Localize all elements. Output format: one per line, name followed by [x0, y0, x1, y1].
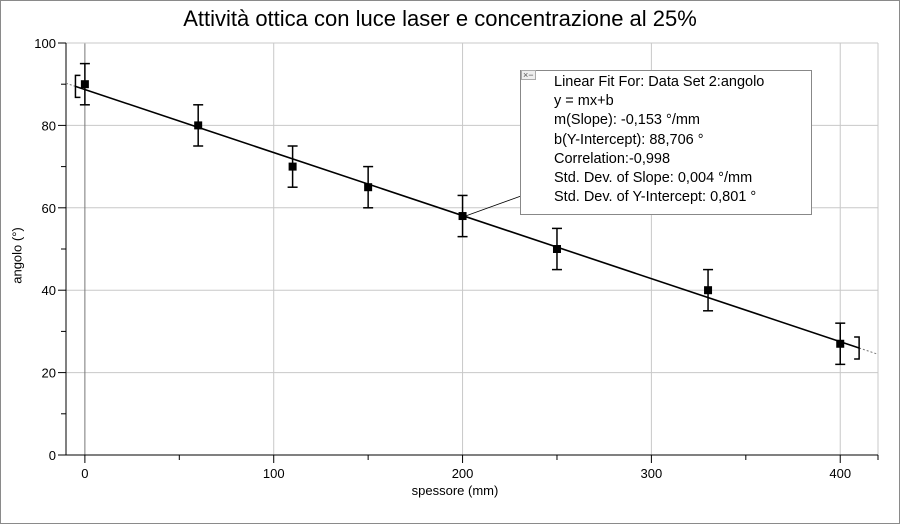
data-point — [458, 212, 467, 221]
chart-title: Attività ottica con luce laser e concent… — [183, 6, 697, 31]
x-tick-label: 0 — [81, 466, 88, 481]
data-point — [552, 245, 561, 253]
y-tick-label: 60 — [42, 201, 56, 216]
data-point — [704, 286, 713, 295]
x-tick-label: 300 — [641, 466, 663, 481]
data-point — [364, 183, 373, 192]
fit-annotation-line: m(Slope): -0,153 °/mm — [554, 112, 701, 129]
y-tick-label: 100 — [34, 36, 56, 51]
y-tick-label: 20 — [42, 366, 56, 381]
linear-fit-annotation[interactable]: ×− Linear Fit For: Data Set 2:angolo y = … — [520, 70, 812, 215]
fit-annotation-line: Correlation:-0,998 — [554, 150, 671, 167]
data-point — [80, 80, 89, 89]
fit-annotation-line: Std. Dev. of Y-Intercept: 0,801 ° — [554, 189, 757, 206]
fit-annotation-line: b(Y-Intercept): 88,706 ° — [554, 131, 704, 148]
x-tick-label: 100 — [263, 466, 285, 481]
fit-annotation-line: Linear Fit For: Data Set 2:angolo — [554, 74, 765, 90]
data-point — [288, 162, 297, 171]
fit-annotation-line: y = mx+b — [554, 93, 614, 110]
close-minimize-icon[interactable]: ×− — [521, 70, 536, 80]
annotation-leader — [466, 195, 522, 216]
x-tick-label: 400 — [829, 466, 851, 481]
fit-range-bracket — [854, 336, 860, 360]
y-tick-label: 40 — [42, 283, 56, 298]
fit-annotation-line: Std. Dev. of Slope: 0,004 °/mm — [554, 170, 753, 187]
data-point — [836, 339, 845, 348]
fit-range-bracket — [74, 74, 81, 99]
x-tick-label: 200 — [452, 466, 474, 481]
y-tick-label: 80 — [42, 118, 56, 133]
x-axis-label: spessore (mm) — [411, 483, 499, 498]
y-tick-label: 0 — [49, 448, 56, 463]
fit-line-extension — [65, 82, 76, 87]
fit-line-extension — [858, 347, 879, 355]
fit-line — [75, 85, 860, 349]
data-point — [194, 121, 203, 130]
